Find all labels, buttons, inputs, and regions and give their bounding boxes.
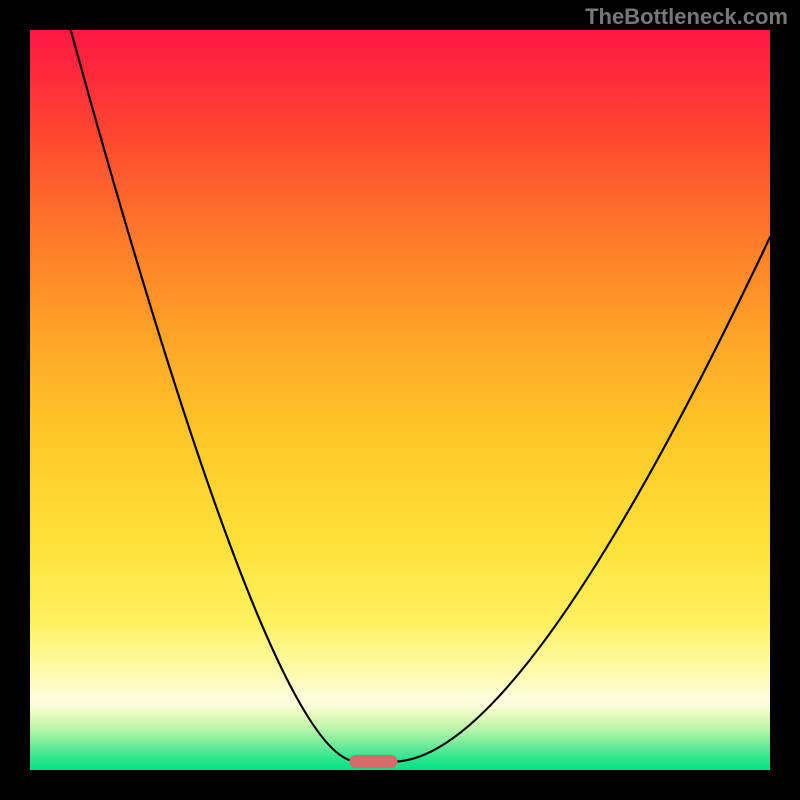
gradient-background bbox=[30, 30, 770, 770]
watermark-text: TheBottleneck.com bbox=[585, 4, 788, 30]
optimum-marker bbox=[349, 755, 397, 768]
plot-svg bbox=[30, 30, 770, 770]
chart-container: TheBottleneck.com bbox=[0, 0, 800, 800]
plot-area bbox=[30, 30, 770, 770]
